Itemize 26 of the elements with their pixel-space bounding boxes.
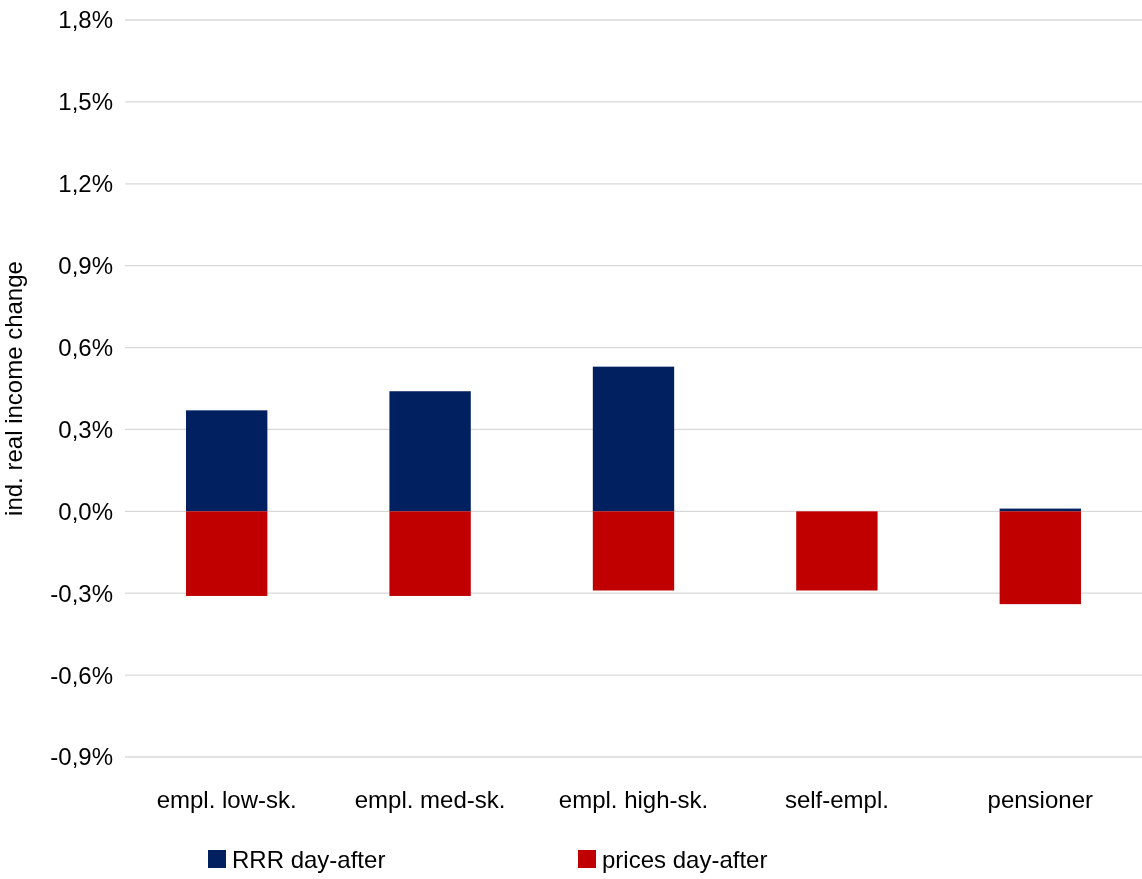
legend-label: prices day-after [602, 846, 768, 874]
x-tick-label: pensioner [987, 786, 1094, 814]
bar [592, 366, 675, 512]
y-tick-label: 1,5% [58, 88, 113, 116]
y-tick-label: -0,9% [50, 743, 113, 771]
bar [389, 391, 471, 512]
bar [999, 511, 1081, 605]
y-tick-label: 0,6% [58, 333, 113, 361]
x-tick-label: empl. low-sk. [156, 786, 297, 814]
y-axis-title: ind. real income change [0, 261, 27, 516]
bar [796, 511, 878, 591]
legend-label: RRR day-after [232, 846, 386, 874]
y-tick-label: -0,6% [50, 661, 113, 689]
bar [186, 511, 268, 596]
y-tick-label: 0,3% [58, 415, 113, 443]
y-tick-label: 0,9% [58, 252, 113, 280]
x-tick-label: empl. med-sk. [354, 786, 506, 814]
y-tick-label: 0,0% [58, 497, 113, 525]
bar [592, 511, 675, 591]
bar [186, 410, 268, 512]
x-tick-label: self-empl. [784, 786, 889, 814]
y-tick-label: 1,2% [58, 170, 113, 198]
bar [389, 511, 471, 596]
y-tick-label: 1,8% [58, 6, 113, 34]
y-tick-label: -0,3% [50, 579, 113, 607]
x-tick-label: empl. high-sk. [558, 786, 709, 814]
